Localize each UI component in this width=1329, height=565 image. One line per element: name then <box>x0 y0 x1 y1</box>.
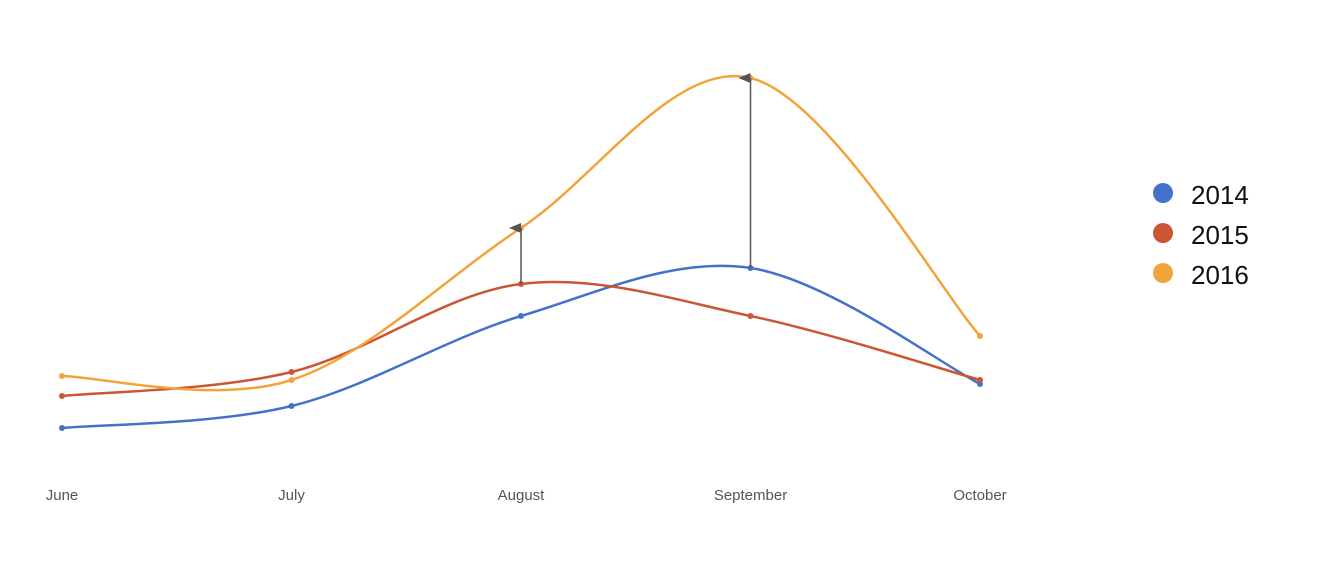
legend-label: 2015 <box>1191 220 1249 250</box>
x-tick-label: July <box>278 487 305 504</box>
x-tick-label: August <box>498 487 546 504</box>
data-point <box>977 333 983 339</box>
data-point <box>518 313 524 319</box>
legend-label: 2016 <box>1191 260 1249 290</box>
x-tick-label: October <box>953 487 1006 504</box>
x-tick-label: September <box>714 487 787 504</box>
data-point <box>288 377 295 383</box>
series-line <box>61 280 981 398</box>
legend-swatch <box>1153 183 1173 203</box>
data-point <box>977 377 983 383</box>
data-point <box>59 373 65 379</box>
data-point <box>59 393 65 399</box>
series-line <box>61 74 981 392</box>
x-tick-label: June <box>46 487 79 504</box>
data-point <box>288 403 295 409</box>
data-point <box>747 313 754 319</box>
legend-swatch <box>1153 263 1173 283</box>
series-line <box>61 264 981 430</box>
legend-swatch <box>1153 223 1173 243</box>
data-point <box>288 369 295 375</box>
legend-label: 2014 <box>1191 180 1249 210</box>
data-point <box>59 425 65 431</box>
